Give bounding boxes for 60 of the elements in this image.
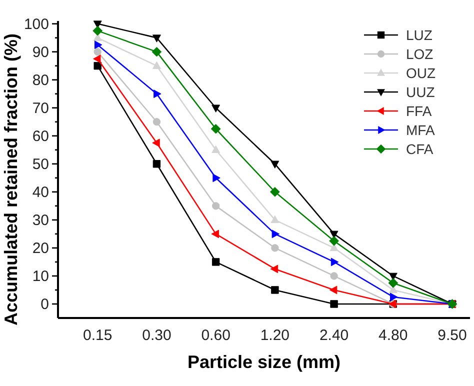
point <box>211 230 219 238</box>
point <box>329 286 338 294</box>
x-tick-label: 0.60 <box>201 327 230 344</box>
x-tick-label: 9.50 <box>438 327 467 344</box>
y-tick-label: 80 <box>32 72 49 90</box>
point <box>212 145 220 154</box>
point <box>330 272 338 280</box>
point <box>212 104 220 112</box>
point <box>152 46 162 57</box>
y-tick-label: 90 <box>32 44 49 62</box>
legend-label: MFA <box>406 122 436 138</box>
y-tick-label: 40 <box>32 184 49 202</box>
y-tick-label: 60 <box>32 128 49 146</box>
point <box>94 40 102 50</box>
point <box>271 244 279 252</box>
point <box>152 61 161 69</box>
point <box>270 160 280 168</box>
point <box>212 174 220 182</box>
legend-label: OUZ <box>406 64 436 81</box>
point <box>390 292 398 302</box>
point <box>270 186 280 197</box>
x-axis-title: Particle size (mm) <box>187 352 341 372</box>
legend-label: FFA <box>406 102 432 119</box>
point <box>272 230 280 238</box>
point <box>330 300 338 308</box>
point <box>152 118 161 126</box>
point <box>212 258 220 266</box>
point <box>329 236 339 246</box>
legend-label: CFA <box>406 140 434 157</box>
y-tick-label: 50 <box>32 156 49 174</box>
point <box>94 62 102 70</box>
point <box>92 26 103 36</box>
point <box>270 264 278 274</box>
point <box>210 124 221 134</box>
x-tick-label: 0.15 <box>83 327 112 344</box>
legend-label: LOZ <box>406 46 434 62</box>
y-tick-label: 70 <box>32 100 49 118</box>
x-tick-label: 2.40 <box>319 327 349 344</box>
point <box>154 90 162 98</box>
legend-label: UUZ <box>406 84 436 100</box>
y-tick-label: 100 <box>24 16 49 34</box>
point <box>152 160 161 168</box>
point <box>152 34 161 42</box>
point <box>271 286 279 294</box>
y-tick-label: 30 <box>32 212 49 230</box>
point <box>330 258 339 266</box>
point <box>94 48 102 56</box>
point <box>212 202 220 210</box>
y-tick-label: 10 <box>32 268 49 286</box>
point <box>93 54 101 64</box>
y-axis-title: Accumulated retained fraction (%) <box>1 33 21 326</box>
y-tick-label: 20 <box>32 240 49 258</box>
point <box>270 215 280 224</box>
x-tick-label: 0.30 <box>142 327 172 344</box>
legend-label: LUZ <box>406 26 433 43</box>
y-tick-label: 0 <box>40 296 49 314</box>
point <box>388 278 398 288</box>
point <box>152 138 160 148</box>
x-tick-label: 4.80 <box>378 327 408 344</box>
x-tick-label: 1.20 <box>260 327 290 344</box>
